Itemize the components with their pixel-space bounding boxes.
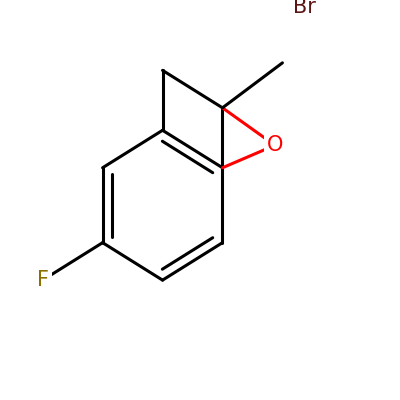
Text: F: F bbox=[37, 270, 49, 290]
Text: Br: Br bbox=[294, 0, 316, 17]
Text: O: O bbox=[267, 135, 283, 155]
